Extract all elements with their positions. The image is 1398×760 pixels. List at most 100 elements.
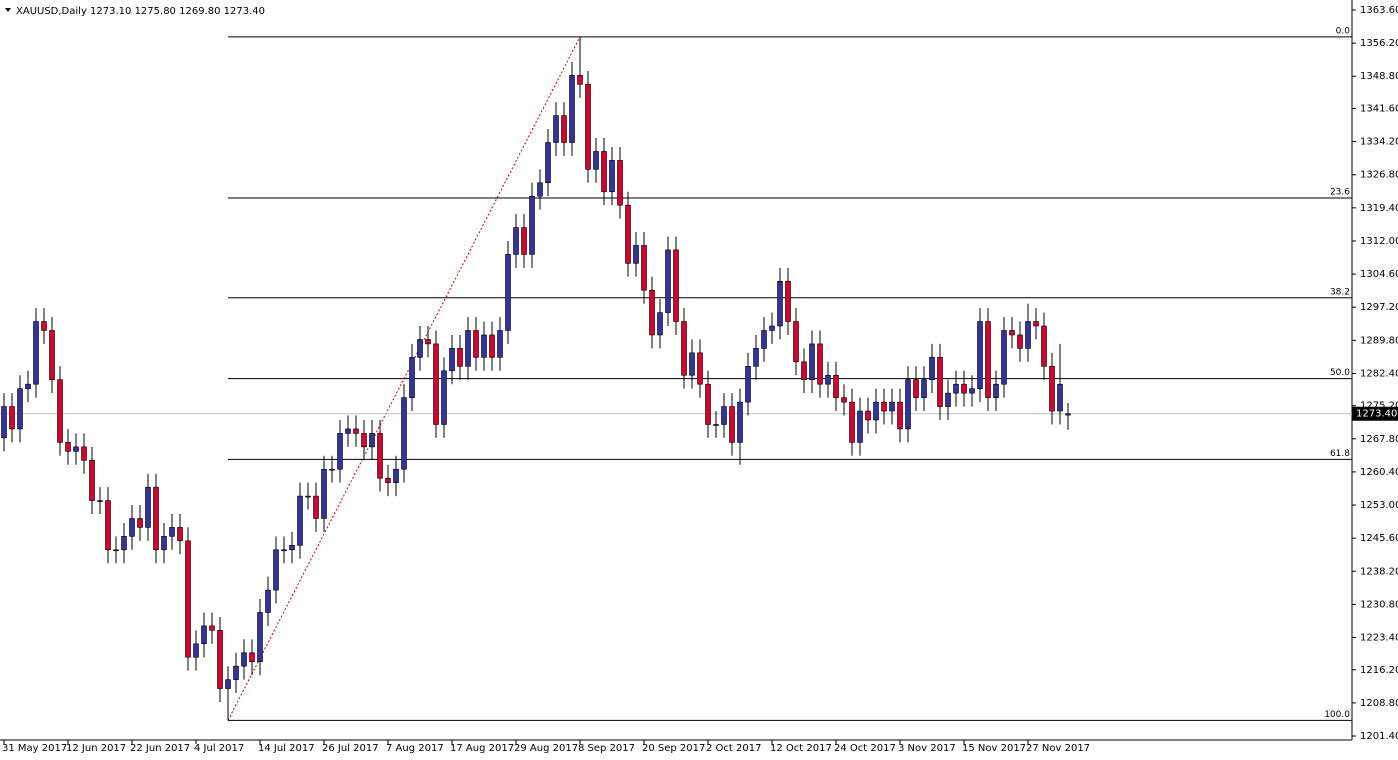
last-price-label: 1273.40 bbox=[1356, 409, 1397, 420]
candle-body bbox=[641, 245, 647, 291]
fib-label: 0.0 bbox=[1336, 26, 1351, 36]
candle-body bbox=[225, 679, 231, 689]
candle-body bbox=[57, 379, 63, 443]
candle-body bbox=[985, 321, 991, 398]
candle-body bbox=[721, 406, 727, 425]
candle-body bbox=[905, 379, 911, 430]
candle-body bbox=[1065, 413, 1071, 416]
candle-body bbox=[873, 401, 879, 421]
candle-body bbox=[529, 195, 535, 255]
candle-body bbox=[337, 433, 343, 470]
y-tick-label: 1289.80 bbox=[1360, 335, 1398, 346]
candle-body bbox=[217, 630, 223, 689]
candle-body bbox=[537, 182, 543, 197]
y-tick-label: 1230.80 bbox=[1360, 599, 1398, 610]
candle-body bbox=[513, 227, 519, 255]
candle-body bbox=[961, 383, 967, 394]
x-tick-label: 17 Aug 2017 bbox=[450, 743, 514, 754]
fib-label: 61.8 bbox=[1330, 449, 1350, 459]
y-tick-label: 1326.80 bbox=[1360, 170, 1398, 181]
candle-body bbox=[737, 401, 743, 443]
candle-body bbox=[33, 321, 39, 385]
candle-body bbox=[321, 468, 327, 519]
y-tick-label: 1356.20 bbox=[1360, 38, 1398, 49]
y-tick-label: 1260.40 bbox=[1360, 467, 1398, 478]
candle-body bbox=[441, 370, 447, 425]
candle-body bbox=[353, 428, 359, 434]
candle-body bbox=[953, 383, 959, 394]
fib-label: 100.0 bbox=[1324, 710, 1350, 720]
x-tick-label: 20 Sep 2017 bbox=[642, 743, 705, 754]
candle-body bbox=[801, 361, 807, 381]
y-tick-label: 1216.20 bbox=[1360, 665, 1398, 676]
candle-body bbox=[185, 540, 191, 658]
menu-triangle bbox=[5, 8, 11, 12]
fib-label: 23.6 bbox=[1330, 187, 1350, 197]
candle-body bbox=[705, 383, 711, 425]
candle-body bbox=[769, 325, 775, 331]
candle-body bbox=[401, 397, 407, 470]
candle-body bbox=[817, 343, 823, 385]
candle-body bbox=[145, 486, 151, 528]
candle-body bbox=[913, 379, 919, 398]
candle-body bbox=[361, 433, 367, 448]
candle-body bbox=[673, 249, 679, 322]
y-tick-label: 1253.00 bbox=[1360, 500, 1398, 511]
candle-body bbox=[561, 115, 567, 143]
y-tick-label: 1238.20 bbox=[1360, 566, 1398, 577]
y-tick-label: 1312.00 bbox=[1360, 236, 1398, 247]
candle-body bbox=[129, 518, 135, 537]
candle-body bbox=[273, 549, 279, 591]
candle-body bbox=[417, 339, 423, 358]
candle-body bbox=[153, 486, 159, 551]
candle-body bbox=[793, 321, 799, 363]
candle-body bbox=[233, 665, 239, 680]
candle-body bbox=[833, 374, 839, 398]
y-tick-label: 1267.80 bbox=[1360, 434, 1398, 445]
candle-body bbox=[113, 549, 119, 552]
x-tick-label: 29 Aug 2017 bbox=[514, 743, 578, 754]
x-tick-label: 12 Jun 2017 bbox=[66, 743, 126, 754]
candle-body bbox=[209, 625, 215, 631]
candle-body bbox=[385, 477, 391, 483]
last-price-box bbox=[1352, 406, 1398, 421]
candle-body bbox=[177, 527, 183, 542]
candle-body bbox=[65, 442, 71, 452]
candle-body bbox=[409, 357, 415, 398]
x-tick-label: 14 Jul 2017 bbox=[258, 743, 315, 754]
x-tick-label: 12 Oct 2017 bbox=[770, 743, 832, 754]
candle-body bbox=[201, 625, 207, 645]
candle-body bbox=[289, 545, 295, 551]
candle-body bbox=[777, 280, 783, 327]
candle-body bbox=[697, 352, 703, 385]
x-tick-label: 15 Nov 2017 bbox=[962, 743, 1026, 754]
y-tick-label: 1348.80 bbox=[1360, 71, 1398, 82]
candle-body bbox=[889, 401, 895, 412]
y-tick-label: 1208.80 bbox=[1360, 698, 1398, 709]
fib-label: 38.2 bbox=[1330, 287, 1350, 297]
y-tick-label: 1304.60 bbox=[1360, 269, 1398, 280]
x-tick-label: 8 Sep 2017 bbox=[578, 743, 635, 754]
y-tick-label: 1341.60 bbox=[1360, 103, 1398, 114]
candle-body bbox=[745, 365, 751, 403]
candle-body bbox=[257, 612, 263, 662]
candle-body bbox=[865, 410, 871, 421]
x-tick-label: 3 Nov 2017 bbox=[898, 743, 956, 754]
candle-body bbox=[553, 115, 559, 143]
candle-body bbox=[729, 406, 735, 443]
candle-body bbox=[881, 401, 887, 412]
candle-body bbox=[1017, 334, 1023, 349]
x-tick-label: 22 Jun 2017 bbox=[130, 743, 190, 754]
candle-body bbox=[81, 446, 87, 461]
candle-body bbox=[97, 500, 103, 502]
y-tick-label: 1319.40 bbox=[1360, 203, 1398, 214]
candle-body bbox=[849, 401, 855, 443]
candle-body bbox=[825, 374, 831, 385]
candle-body bbox=[689, 352, 695, 376]
candle-body bbox=[369, 433, 375, 448]
candle-body bbox=[505, 254, 511, 331]
candle-body bbox=[649, 289, 655, 336]
fib-label: 50.0 bbox=[1330, 368, 1350, 378]
candle-body bbox=[313, 495, 319, 519]
